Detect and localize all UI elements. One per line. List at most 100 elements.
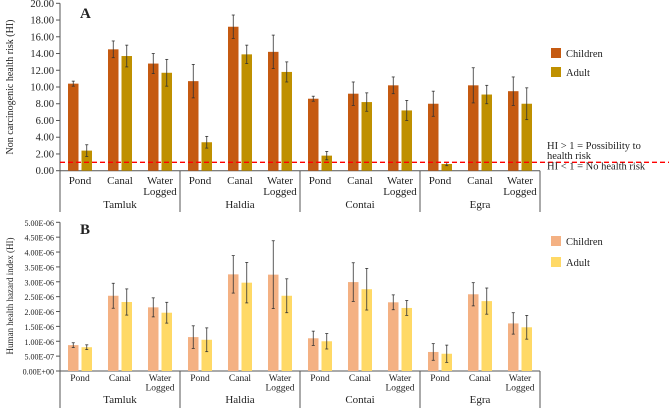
bar-adult	[201, 339, 212, 371]
category-label: Water Logged	[383, 175, 417, 198]
category-label: Water Logged	[263, 175, 297, 198]
bar-children	[228, 26, 239, 171]
bar-adult	[481, 301, 492, 371]
category-label: Canal	[467, 175, 493, 187]
y-tick-label: 2.00E-06	[24, 308, 54, 317]
bar-adult	[161, 72, 172, 171]
y-tick-label: 0.00	[36, 166, 54, 177]
y-tick-label: 3.00E-06	[24, 278, 54, 287]
bar-adult	[401, 307, 412, 371]
bar-children	[308, 98, 319, 171]
group-label: Egra	[470, 199, 491, 211]
y-tick-label: 1.00E-06	[24, 338, 54, 347]
bar-children	[188, 81, 199, 171]
category-label: Water Logged	[145, 374, 174, 394]
bar-children	[508, 91, 519, 171]
category-label: Pond	[310, 374, 330, 384]
category-label: Water Logged	[143, 175, 177, 198]
bar-children	[468, 294, 479, 371]
legend-label: Children	[566, 49, 603, 60]
category-label: Canal	[227, 175, 253, 187]
bar-adult	[81, 347, 92, 371]
y-tick-label: 10.00	[30, 83, 54, 94]
category-label: Canal	[347, 175, 373, 187]
category-label: Water Logged	[385, 374, 414, 394]
group-label: Contai	[345, 199, 374, 211]
y-tick-label: 2.50E-06	[24, 293, 54, 302]
bar-children	[268, 274, 279, 371]
category-label: Canal	[349, 374, 372, 384]
bar-adult	[361, 102, 372, 171]
bar-children	[268, 51, 279, 171]
bar-adult	[121, 56, 132, 171]
legend-swatch-children	[551, 48, 561, 58]
y-tick-label: 6.00	[36, 116, 54, 127]
bar-children	[308, 338, 319, 371]
bar-adult	[201, 142, 212, 171]
category-label: Water Logged	[503, 175, 537, 198]
legend-swatch-adult	[551, 257, 561, 267]
legend-label: Adult	[566, 258, 590, 269]
bar-children	[108, 49, 119, 171]
category-label: Canal	[107, 175, 133, 187]
bar-adult	[81, 150, 92, 171]
threshold-label-below: HI < 1 = No health risk	[547, 162, 646, 173]
bar-adult	[521, 103, 532, 171]
bar-children	[428, 351, 439, 371]
y-tick-label: 2.00	[36, 149, 54, 160]
category-label: Pond	[190, 374, 210, 384]
bar-adult	[441, 164, 452, 171]
bar-adult	[161, 312, 172, 371]
y-tick-label: 14.00	[30, 49, 54, 60]
bar-adult	[321, 155, 332, 171]
group-label: Egra	[470, 394, 491, 406]
threshold-label-above: HI > 1 = Possibility to	[547, 141, 641, 152]
y-tick-label: 18.00	[30, 16, 54, 27]
group-label: Tamluk	[103, 199, 137, 211]
y-tick-label: 16.00	[30, 32, 54, 43]
bar-adult	[281, 71, 292, 171]
category-label: Pond	[69, 175, 92, 187]
bar-adult	[241, 282, 252, 371]
y-tick-label: 1.50E-06	[24, 323, 54, 332]
y-tick-label: 4.00	[36, 133, 54, 144]
category-label: Pond	[189, 175, 212, 187]
bar-adult	[281, 295, 292, 371]
bar-adult	[321, 341, 332, 371]
category-label: Canal	[109, 374, 132, 384]
bar-children	[188, 337, 199, 371]
y-tick-label: 3.50E-06	[24, 263, 54, 272]
panel-b: 0.00E+00 5.00E-07 1.00E-06 1.50E-06 2.00E-06…	[5, 219, 603, 408]
bar-children	[388, 85, 399, 171]
bar-children	[148, 307, 159, 371]
group-label: Tamluk	[103, 394, 137, 406]
bar-adult	[361, 289, 372, 371]
legend-label: Adult	[566, 68, 590, 79]
bar-children	[468, 85, 479, 171]
bar-adult	[521, 327, 532, 371]
bar-children	[148, 63, 159, 171]
category-label: Canal	[229, 374, 252, 384]
group-label: Haldia	[225, 394, 254, 406]
y-tick-label: 20.00	[30, 0, 54, 10]
legend-swatch-children	[551, 236, 561, 246]
bar-children	[348, 93, 359, 171]
y-tick-label: 4.00E-06	[24, 249, 54, 258]
group-label: Contai	[345, 394, 374, 406]
bar-children	[68, 345, 79, 371]
category-label: Water Logged	[505, 374, 534, 394]
panel-label: A	[80, 6, 91, 22]
bar-children	[108, 295, 119, 371]
panel-a: 0.00 2.00 4.00 6.00 8.00 10.00 12.00 14.00 16.00…	[5, 0, 669, 212]
panel-label: B	[80, 222, 90, 238]
bar-children	[228, 274, 239, 371]
y-axis-title: Human health hazard index (HI)	[5, 238, 15, 355]
category-label: Pond	[430, 374, 450, 384]
bar-adult	[241, 54, 252, 171]
y-axis-title: Non carcinogenic health risk (HI)	[5, 20, 16, 155]
y-tick-label: 5.00E-07	[24, 353, 54, 362]
legend-swatch-adult	[551, 67, 561, 77]
category-label: Water Logged	[265, 374, 294, 394]
group-label: Haldia	[225, 199, 254, 211]
